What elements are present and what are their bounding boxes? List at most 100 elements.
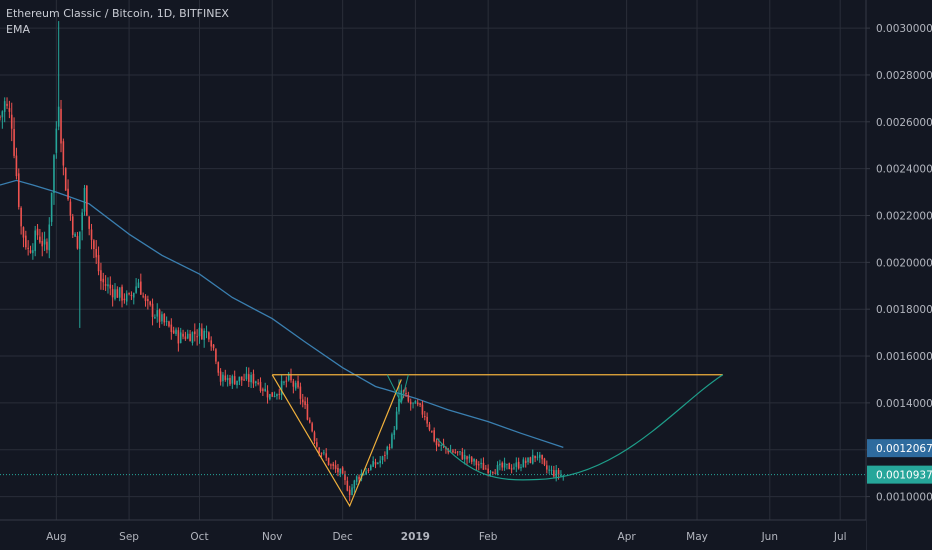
candle[interactable] bbox=[257, 379, 259, 386]
candle[interactable] bbox=[118, 287, 121, 302]
candle[interactable] bbox=[508, 462, 511, 470]
drawings-layer[interactable] bbox=[271, 374, 724, 508]
candle[interactable] bbox=[503, 457, 506, 471]
candle[interactable] bbox=[485, 464, 487, 470]
candle[interactable] bbox=[32, 243, 34, 260]
candle[interactable] bbox=[337, 463, 339, 477]
candle[interactable] bbox=[407, 391, 410, 403]
candle[interactable] bbox=[17, 168, 20, 210]
candle[interactable] bbox=[222, 372, 224, 387]
candle[interactable] bbox=[69, 198, 72, 221]
candle[interactable] bbox=[83, 184, 86, 216]
candle[interactable] bbox=[423, 411, 426, 421]
candle[interactable] bbox=[384, 451, 386, 462]
candle[interactable] bbox=[428, 421, 431, 432]
candle[interactable] bbox=[461, 447, 464, 460]
candle[interactable] bbox=[400, 384, 403, 403]
candle[interactable] bbox=[276, 393, 278, 400]
candle[interactable] bbox=[560, 470, 562, 478]
candle[interactable] bbox=[501, 461, 504, 471]
candle[interactable] bbox=[212, 343, 215, 351]
candle[interactable] bbox=[306, 397, 309, 421]
candle[interactable] bbox=[320, 452, 323, 458]
v-pattern-drawing[interactable] bbox=[271, 374, 402, 508]
candle[interactable] bbox=[8, 100, 11, 119]
candle[interactable] bbox=[158, 308, 161, 328]
candle[interactable] bbox=[255, 380, 257, 387]
candle[interactable] bbox=[60, 99, 62, 153]
candle[interactable] bbox=[203, 328, 205, 348]
candle[interactable] bbox=[334, 460, 337, 473]
candle[interactable] bbox=[243, 373, 245, 381]
candle[interactable] bbox=[189, 329, 191, 342]
candle[interactable] bbox=[433, 427, 435, 443]
candle[interactable] bbox=[351, 483, 353, 496]
candle[interactable] bbox=[0, 115, 1, 121]
candle[interactable] bbox=[208, 331, 210, 343]
candle[interactable] bbox=[13, 117, 15, 159]
candle[interactable] bbox=[107, 277, 109, 294]
candle[interactable] bbox=[36, 224, 39, 240]
candle[interactable] bbox=[264, 382, 266, 392]
candle[interactable] bbox=[140, 273, 142, 295]
candle[interactable] bbox=[114, 283, 116, 301]
candle[interactable] bbox=[426, 412, 428, 428]
candle[interactable] bbox=[245, 366, 248, 381]
candle[interactable] bbox=[217, 361, 220, 376]
candle[interactable] bbox=[299, 382, 302, 405]
candle[interactable] bbox=[179, 327, 182, 344]
candle[interactable] bbox=[177, 327, 180, 352]
candle[interactable] bbox=[391, 432, 393, 449]
candle[interactable] bbox=[414, 400, 417, 404]
candle[interactable] bbox=[163, 312, 166, 326]
candle[interactable] bbox=[25, 230, 27, 250]
candle[interactable] bbox=[34, 225, 37, 257]
candle[interactable] bbox=[283, 380, 285, 386]
candle[interactable] bbox=[463, 449, 466, 465]
candle[interactable] bbox=[109, 276, 112, 296]
candle[interactable] bbox=[259, 377, 262, 393]
candle[interactable] bbox=[64, 167, 67, 191]
candle[interactable] bbox=[409, 398, 412, 411]
candle[interactable] bbox=[269, 393, 271, 401]
candle[interactable] bbox=[196, 329, 198, 346]
candle[interactable] bbox=[381, 455, 384, 465]
candle[interactable] bbox=[262, 387, 264, 396]
candle[interactable] bbox=[297, 375, 299, 389]
candle[interactable] bbox=[175, 327, 177, 336]
candle[interactable] bbox=[184, 331, 187, 341]
candle[interactable] bbox=[205, 325, 208, 339]
candle[interactable] bbox=[386, 445, 389, 460]
candle[interactable] bbox=[482, 457, 485, 470]
candle[interactable] bbox=[522, 457, 525, 468]
candle[interactable] bbox=[531, 449, 534, 465]
candle[interactable] bbox=[48, 217, 51, 259]
indicator-label[interactable]: EMA bbox=[6, 23, 30, 36]
candle[interactable] bbox=[344, 470, 346, 485]
candle[interactable] bbox=[67, 179, 69, 201]
candle[interactable] bbox=[480, 458, 482, 469]
candle[interactable] bbox=[10, 102, 13, 142]
candles-layer[interactable] bbox=[0, 21, 565, 502]
candle[interactable] bbox=[236, 380, 238, 389]
candle[interactable] bbox=[130, 291, 133, 301]
candle[interactable] bbox=[494, 469, 496, 474]
candle[interactable] bbox=[154, 314, 156, 319]
candle[interactable] bbox=[165, 316, 168, 326]
candle[interactable] bbox=[62, 138, 65, 176]
candle[interactable] bbox=[3, 97, 6, 123]
candle[interactable] bbox=[88, 216, 90, 236]
candle[interactable] bbox=[76, 231, 79, 250]
ema-line[interactable] bbox=[0, 179, 564, 449]
candle[interactable] bbox=[41, 232, 44, 257]
candle[interactable] bbox=[341, 466, 344, 474]
candle[interactable] bbox=[100, 262, 102, 290]
candle[interactable] bbox=[332, 461, 335, 470]
candle[interactable] bbox=[156, 303, 159, 323]
candle[interactable] bbox=[456, 450, 459, 456]
candle[interactable] bbox=[377, 461, 379, 465]
candle[interactable] bbox=[510, 464, 513, 474]
candle[interactable] bbox=[393, 426, 396, 440]
candle[interactable] bbox=[46, 238, 48, 254]
candle[interactable] bbox=[454, 448, 457, 454]
